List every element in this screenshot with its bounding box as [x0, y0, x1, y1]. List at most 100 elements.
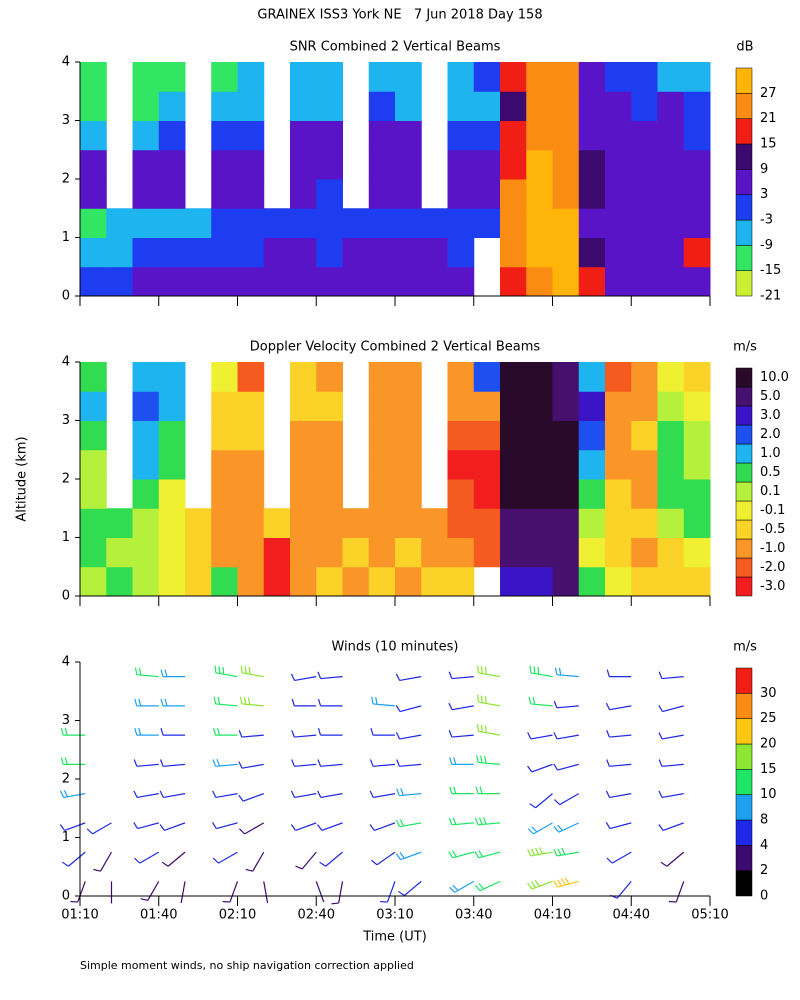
colorbar-label: 4	[760, 838, 768, 853]
heatmap-cell	[211, 179, 238, 209]
colorbar-band	[735, 245, 753, 271]
heatmap-cell	[578, 566, 606, 597]
heatmap-cell	[211, 537, 238, 568]
wind-barb	[553, 847, 579, 857]
heatmap-cell	[80, 362, 107, 392]
heatmap-cell	[526, 362, 553, 392]
barb-staff	[559, 793, 580, 806]
barb-tick	[606, 857, 613, 864]
barb-tick	[558, 667, 562, 676]
wind-barb	[161, 851, 186, 867]
barb-tick	[395, 673, 401, 681]
heatmap-cell	[526, 566, 553, 597]
wind-barb	[59, 789, 86, 799]
wind-barb	[295, 851, 317, 870]
colorbar-band	[735, 693, 753, 719]
wind-barb	[60, 727, 86, 736]
wind-barb	[238, 761, 264, 769]
colorbar-label: 25	[760, 711, 777, 726]
heatmap-cell	[316, 362, 343, 392]
wind-barb	[62, 851, 86, 867]
wind-barb	[529, 793, 553, 809]
colorbar-label: -9	[760, 238, 773, 253]
barb-staff	[321, 822, 343, 831]
heatmap-cell	[185, 208, 212, 238]
barb-tick	[564, 877, 570, 885]
heatmap-cell	[578, 508, 606, 538]
colorbar-band	[735, 367, 753, 388]
heatmap-cell	[80, 391, 107, 421]
y-tick-label: 2	[62, 172, 70, 187]
colorbar-label: 8	[760, 813, 768, 828]
barb-tick	[396, 788, 400, 796]
heatmap-cell	[80, 537, 107, 568]
heatmap-cell	[447, 62, 475, 92]
heatmap-cell	[657, 479, 685, 509]
wind-barb	[160, 669, 185, 678]
heatmap-cell	[237, 149, 265, 180]
heatmap-cell	[80, 566, 107, 597]
wind-barb	[605, 822, 632, 830]
heatmap-cell	[395, 208, 422, 238]
barb-staff	[325, 851, 343, 867]
panel-title: Doppler Velocity Combined 2 Vertical Bea…	[250, 340, 541, 355]
wind-barb	[317, 790, 343, 799]
heatmap-cell	[526, 479, 553, 509]
heatmap-cell	[657, 508, 685, 538]
heatmap-cell	[80, 237, 107, 268]
heatmap-cell	[421, 266, 448, 297]
wind-barb	[475, 786, 500, 795]
barb-tick	[480, 755, 483, 763]
heatmap-cell	[106, 537, 133, 568]
heatmap-cell	[316, 420, 343, 451]
barb-tick	[527, 732, 532, 740]
heatmap-cell	[316, 479, 343, 509]
heatmap-cell	[526, 62, 553, 92]
barb-staff	[139, 851, 160, 864]
barb-tick	[482, 817, 487, 825]
heatmap-cell	[368, 420, 396, 451]
colorbar-band	[735, 667, 753, 694]
heatmap-cell	[316, 208, 343, 238]
barb-staff	[295, 822, 317, 831]
barb-tick	[238, 794, 244, 802]
barb-tick	[222, 666, 225, 675]
colorbar-label: -0.5	[760, 522, 785, 537]
barb-tick	[395, 705, 401, 712]
heatmap-cell	[578, 449, 606, 480]
heatmap-cell	[290, 91, 317, 121]
barb-staff	[216, 822, 238, 830]
heatmap-cell	[683, 449, 711, 480]
heatmap-cell	[316, 391, 343, 421]
wind-barb	[395, 705, 422, 713]
colorbar-band	[735, 219, 753, 246]
colorbar-label: 15	[760, 137, 777, 152]
barb-tick	[212, 790, 217, 798]
heatmap-cell	[290, 266, 317, 297]
colorbar-label: 2	[760, 863, 768, 878]
heatmap-cell	[683, 149, 711, 180]
barb-tick	[448, 851, 454, 859]
heatmap-cell	[211, 62, 238, 92]
wind-barb	[319, 851, 343, 867]
heatmap-cell	[500, 208, 527, 238]
heatmap-cell	[290, 537, 317, 568]
wind-barb	[395, 819, 422, 828]
barb-tick	[474, 884, 481, 892]
heatmap-cell	[500, 391, 527, 421]
barb-tick	[658, 732, 663, 740]
wind-barb	[133, 759, 159, 767]
heatmap-cell	[578, 362, 606, 392]
heatmap-cell	[552, 537, 580, 568]
heatmap-cell	[185, 537, 212, 568]
x-tick-label: 05:10	[691, 908, 728, 923]
colorbar-label: -2.0	[760, 560, 785, 575]
barb-tick	[660, 861, 668, 867]
barb-staff	[167, 851, 186, 867]
barb-tick	[533, 666, 536, 674]
barb-tick	[399, 852, 405, 859]
barb-tick	[605, 702, 611, 710]
heatmap-cell	[106, 237, 133, 268]
heatmap-cell	[631, 508, 658, 538]
heatmap-cell	[683, 179, 711, 209]
